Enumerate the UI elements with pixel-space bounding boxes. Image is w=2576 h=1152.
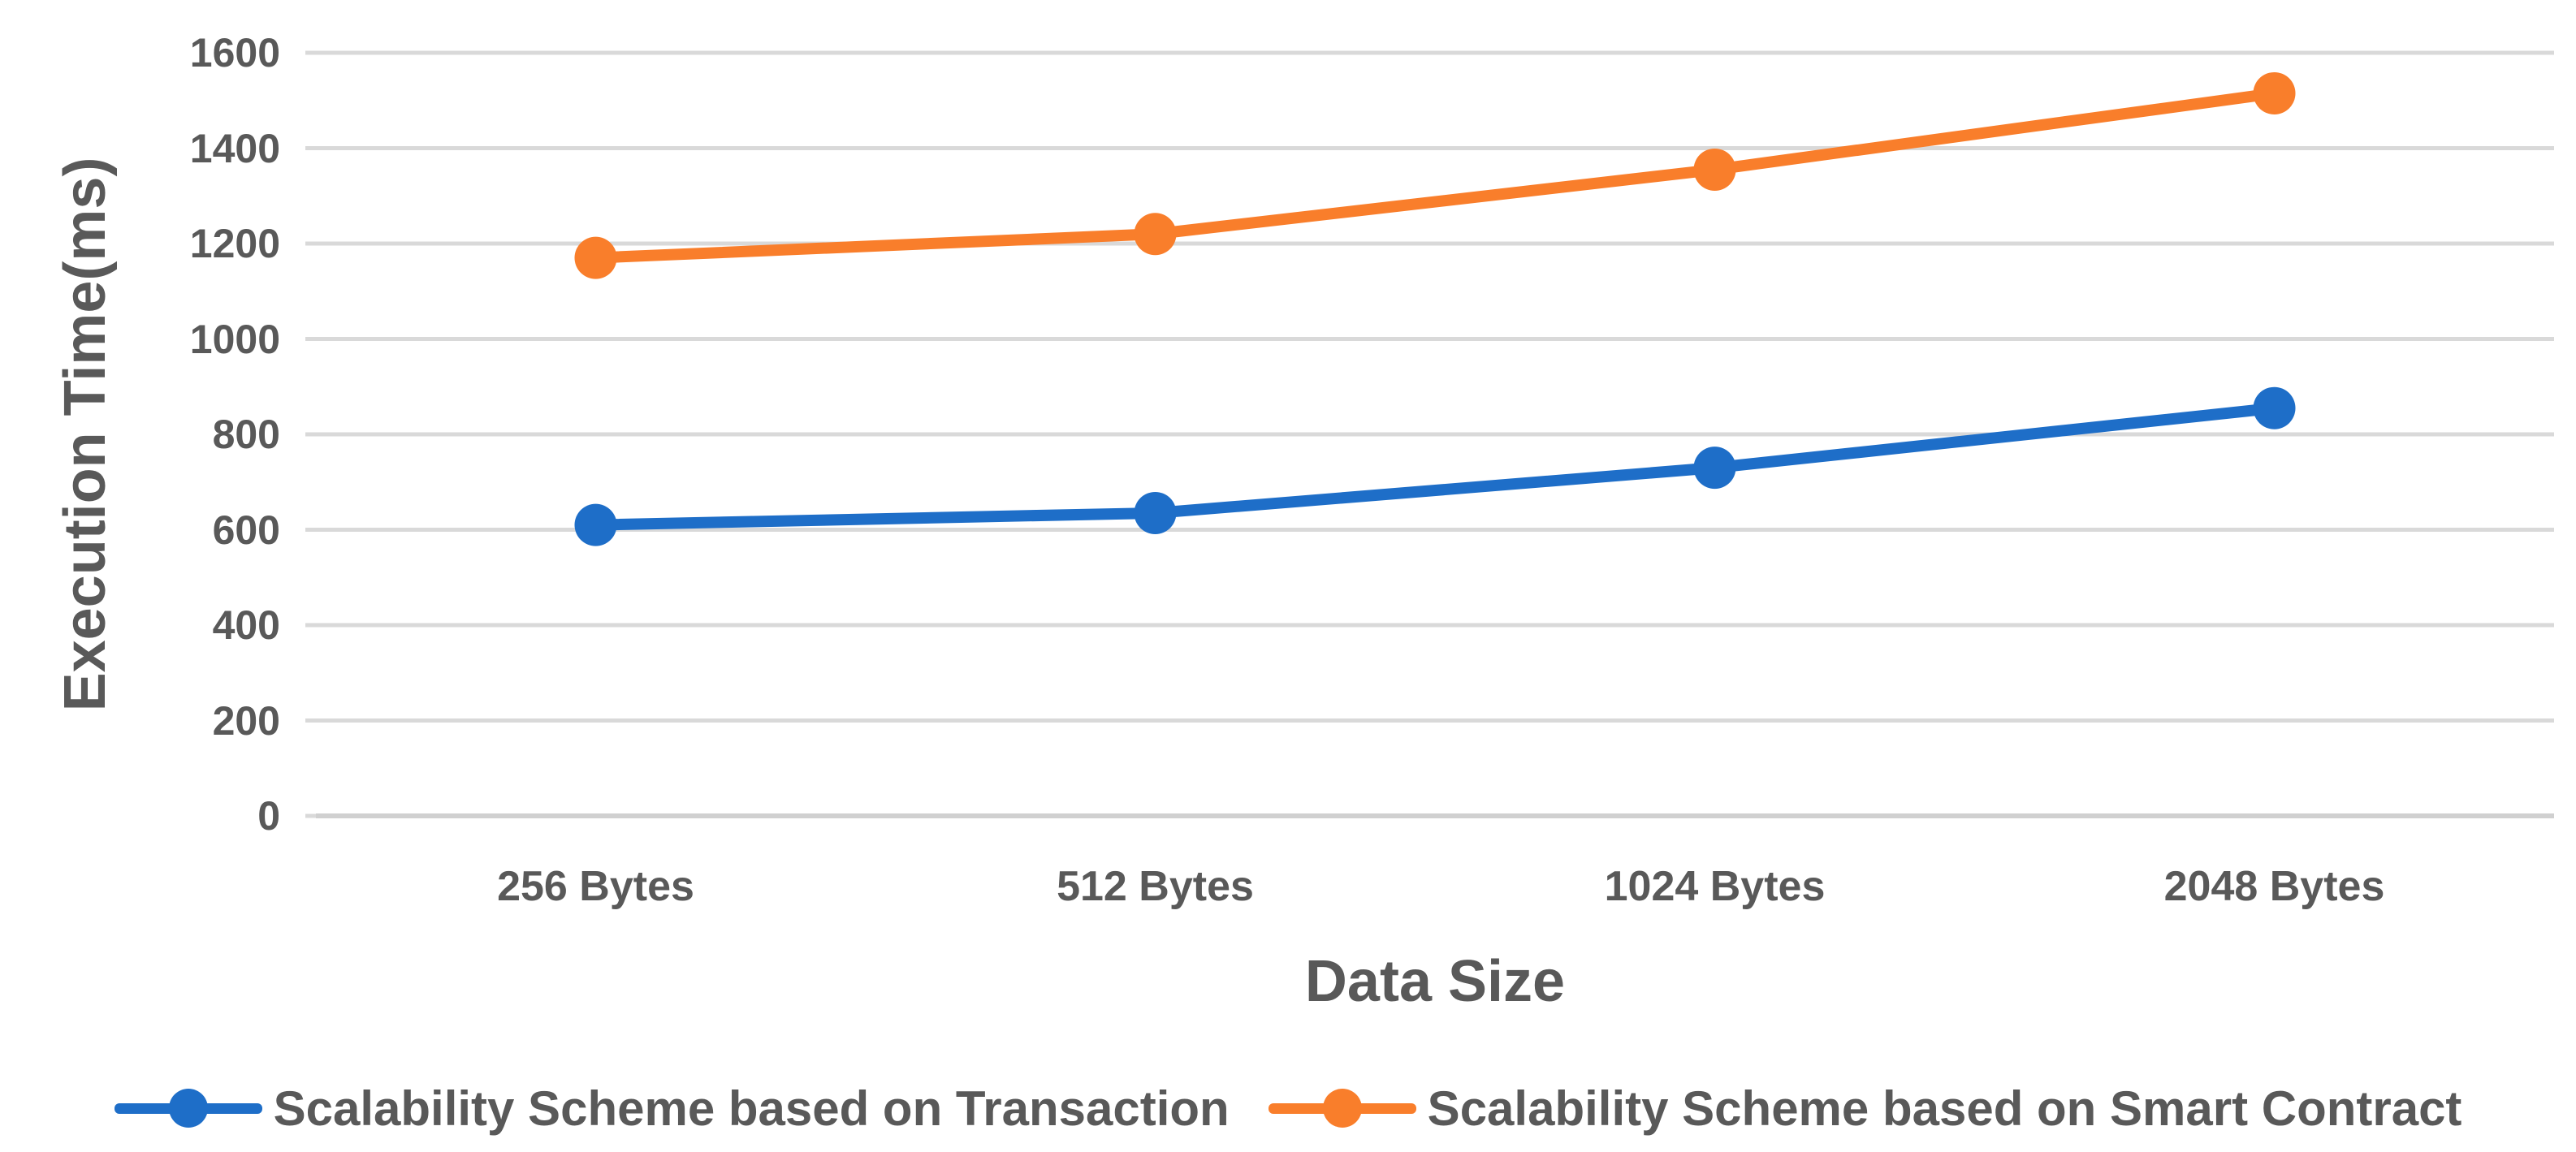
y-tick-label: 1200 (189, 221, 280, 266)
data-point (2253, 386, 2296, 429)
y-tick-label: 1000 (189, 316, 280, 362)
y-tick-label: 0 (257, 793, 280, 839)
legend-line-marker-icon (114, 1089, 262, 1128)
y-tick-label: 600 (212, 507, 280, 553)
data-point (1693, 148, 1736, 191)
series-line-0 (590, 402, 2280, 531)
data-point (1134, 213, 1177, 256)
y-tick-label: 800 (212, 412, 280, 457)
legend-item-0: Scalability Scheme based on Transaction (114, 1081, 1230, 1137)
y-tick-label: 200 (212, 697, 280, 744)
data-point (1693, 447, 1736, 490)
data-point (2253, 71, 2296, 114)
x-category-label: 1024 Bytes (1604, 863, 1826, 910)
x-category-label: 512 Bytes (1057, 863, 1254, 910)
legend-label: Scalability Scheme based on Smart Contra… (1427, 1081, 2462, 1136)
data-point (1134, 491, 1177, 534)
legend-line-marker-icon (1268, 1089, 1416, 1128)
y-tick-label: 1600 (189, 30, 280, 76)
legend-label: Scalability Scheme based on Transaction (273, 1081, 1230, 1136)
y-tick-label: 400 (212, 602, 280, 648)
series-line-1 (590, 87, 2280, 264)
legend-item-1: Scalability Scheme based on Smart Contra… (1268, 1081, 2462, 1137)
x-axis-title: Data Size (1304, 949, 1566, 1014)
x-category-label: 256 Bytes (497, 863, 694, 910)
data-point (574, 503, 617, 546)
x-category-label: 2048 Bytes (2163, 863, 2385, 910)
data-point (574, 236, 617, 279)
legend: Scalability Scheme based on Transaction S… (0, 1068, 2576, 1149)
y-tick-label: 1400 (189, 125, 280, 171)
